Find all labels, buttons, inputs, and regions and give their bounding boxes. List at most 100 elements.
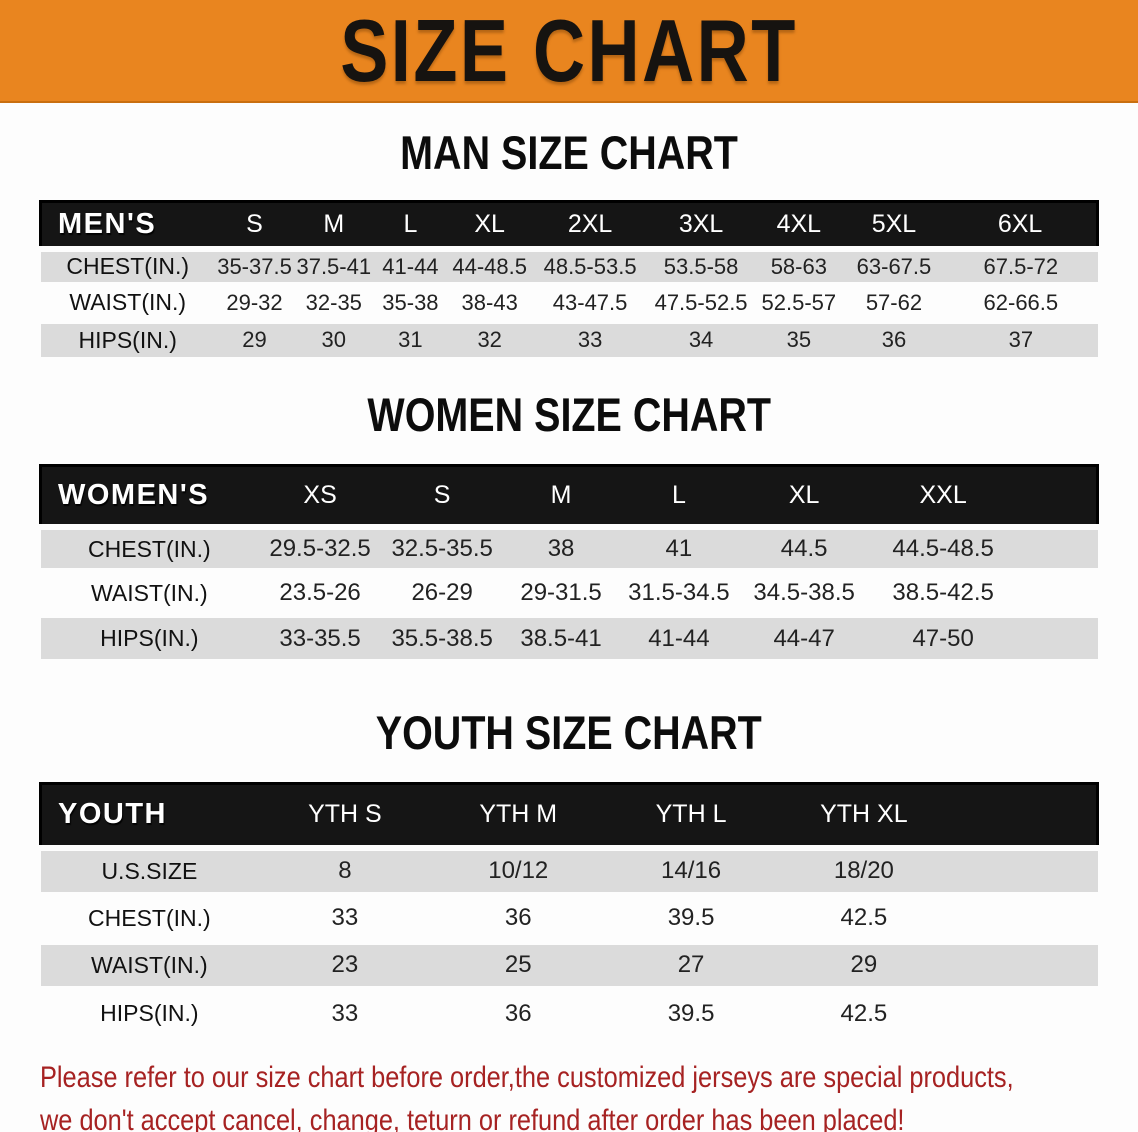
- size-value-cell: 42.5: [840, 904, 888, 931]
- size-value-cell: 48.5-53.5: [543, 253, 637, 279]
- size-column-header: XS: [303, 480, 337, 509]
- spacer-cell: [951, 942, 1098, 989]
- row-label: U.S.SIZE: [101, 857, 198, 884]
- size-value-cell: 44-47: [773, 624, 835, 652]
- size-value-cell: 47-50: [912, 624, 974, 652]
- size-table-header-row: YOUTH YTH S YTH M YTH L YTH XL: [40, 783, 1098, 848]
- spacer-cell: [1016, 615, 1097, 659]
- size-value-cell: 52.5-57: [761, 289, 837, 315]
- size-column-header: 4XL: [776, 209, 822, 238]
- spacer-cell: [1016, 571, 1097, 615]
- size-value-cell: 18/20: [833, 857, 894, 884]
- size-column-header: S: [433, 480, 451, 509]
- spacer-cell: [1016, 465, 1097, 527]
- spacer-cell: [951, 784, 1098, 848]
- size-value-cell: 41-44: [382, 253, 439, 279]
- row-label: WAIST(IN.): [69, 289, 187, 315]
- size-value-cell: 53.5-58: [663, 253, 739, 279]
- size-value-cell: 33-35.5: [279, 624, 361, 652]
- table-row: WAIST(IN.) 29-32 32-35 35-38 38-43 43-47.5 47.…: [40, 284, 1098, 321]
- size-column-header: YTH M: [479, 800, 558, 829]
- size-column-header: YTH XL: [820, 800, 908, 829]
- size-value-cell: 36: [881, 327, 907, 352]
- size-value-cell: 10/12: [488, 857, 549, 884]
- spacer-cell: [951, 895, 1098, 942]
- size-table-header-row: WOMEN'S XS S M L XL XXL: [40, 465, 1098, 527]
- size-value-cell: 29.5-32.5: [269, 535, 371, 562]
- size-value-cell: 44-48.5: [452, 253, 527, 279]
- size-column-header: XXL: [919, 480, 967, 509]
- size-value-cell: 41: [665, 535, 693, 562]
- men-section-heading-text: MAN SIZE CHART: [400, 126, 738, 179]
- banner: SIZE CHART: [0, 0, 1138, 103]
- size-value-cell: 27: [677, 951, 705, 978]
- size-column-header: 3XL: [678, 209, 724, 238]
- size-value-cell: 26-29: [411, 579, 473, 606]
- table-row: HIPS(IN.) 33 36 39.5 42.5: [40, 988, 1098, 1036]
- size-table-header-row: MEN'S S M L XL 2XL 3XL 4XL 5XL 6XL: [40, 201, 1098, 249]
- size-value-cell: 39.5: [667, 904, 715, 931]
- size-column-header: 6XL: [997, 209, 1043, 238]
- table-row: CHEST(IN.) 29.5-32.5 32.5-35.5 38 41 44.5 44.5…: [40, 527, 1098, 571]
- row-label: WAIST(IN.): [91, 579, 208, 606]
- size-value-cell: 42.5: [840, 999, 888, 1027]
- size-value-cell: 38.5-41: [520, 624, 602, 652]
- size-value-cell: 29: [242, 327, 267, 352]
- size-column-header: S: [246, 209, 263, 238]
- size-column-header: XL: [474, 209, 505, 238]
- size-value-cell: 37: [1008, 327, 1034, 352]
- size-value-cell: 47.5-52.5: [654, 289, 748, 315]
- men-size-section: MAN SIZE CHART MEN'S S M L XL 2XL 3XL 4XL 5XL 6XL…: [0, 129, 1138, 357]
- size-value-cell: 29-31.5: [520, 579, 602, 606]
- size-value-cell: 34: [688, 327, 714, 352]
- size-column-header: L: [671, 480, 686, 509]
- size-value-cell: 41-44: [648, 624, 710, 652]
- table-row: U.S.SIZE 8 10/12 14/16 18/20: [40, 847, 1098, 895]
- men-size-table: MEN'S S M L XL 2XL 3XL 4XL 5XL 6XL CHEST(IN.) 35-37…: [39, 200, 1099, 357]
- youth-section-heading: YOUTH SIZE CHART: [0, 709, 1138, 756]
- table-row: CHEST(IN.) 33 36 39.5 42.5: [40, 894, 1098, 942]
- youth-section-heading-text: YOUTH SIZE CHART: [375, 706, 763, 759]
- size-value-cell: 25: [504, 951, 532, 978]
- size-value-cell: 35.5-38.5: [391, 624, 493, 652]
- size-value-cell: 43-47.5: [552, 289, 628, 315]
- table-row: WAIST(IN.) 23 25 27 29: [40, 941, 1098, 989]
- disclaimer: Please refer to our size chart before or…: [40, 1056, 1138, 1132]
- size-value-cell: 14/16: [661, 857, 722, 884]
- size-value-cell: 62-66.5: [983, 289, 1059, 315]
- size-value-cell: 36: [504, 999, 532, 1027]
- spacer-cell: [951, 848, 1098, 895]
- size-value-cell: 30: [321, 327, 347, 352]
- size-column-header: YTH S: [308, 800, 382, 829]
- size-value-cell: 67.5-72: [983, 253, 1059, 279]
- size-value-cell: 34.5-38.5: [753, 579, 855, 606]
- size-value-cell: 57-62: [865, 289, 923, 315]
- youth-size-table: YOUTH YTH S YTH M YTH L YTH XL U.S.SIZE 8 10/12…: [39, 782, 1099, 1036]
- women-size-table: WOMEN'S XS S M L XL XXL CHEST(IN.) 29.5-32.5 32.5…: [39, 464, 1099, 659]
- row-label: CHEST(IN.): [66, 253, 190, 279]
- table-row: HIPS(IN.) 29 30 31 32 33 34 35 36 37: [40, 320, 1098, 357]
- men-section-heading: MAN SIZE CHART: [0, 129, 1138, 176]
- size-value-cell: 32-35: [305, 289, 362, 315]
- women-section-heading-text: WOMEN SIZE CHART: [367, 387, 771, 441]
- size-column-header: M: [550, 480, 572, 509]
- youth-size-section: YOUTH SIZE CHART YOUTH YTH S YTH M YTH L YTH…: [0, 709, 1138, 1036]
- size-value-cell: 33: [331, 904, 359, 931]
- size-value-cell: 32.5-35.5: [391, 535, 493, 562]
- size-column-header: L: [403, 209, 418, 238]
- size-value-cell: 8: [338, 857, 352, 884]
- size-value-cell: 35: [786, 327, 812, 352]
- size-value-cell: 35-38: [382, 289, 439, 315]
- size-value-cell: 35-37.5: [217, 253, 292, 279]
- banner-title: SIZE CHART: [340, 0, 798, 100]
- disclaimer-line-1: Please refer to our size chart before or…: [40, 1060, 1014, 1094]
- size-value-cell: 31.5-34.5: [628, 579, 730, 606]
- size-column-header: YTH L: [655, 800, 727, 829]
- women-section-heading: WOMEN SIZE CHART: [0, 391, 1138, 438]
- size-value-cell: 29: [850, 951, 878, 978]
- table-corner-label: WOMEN'S: [58, 478, 210, 511]
- row-label: CHEST(IN.): [88, 535, 211, 562]
- row-label: HIPS(IN.): [78, 326, 177, 353]
- size-column-header: 2XL: [567, 209, 613, 238]
- size-value-cell: 23: [331, 951, 359, 978]
